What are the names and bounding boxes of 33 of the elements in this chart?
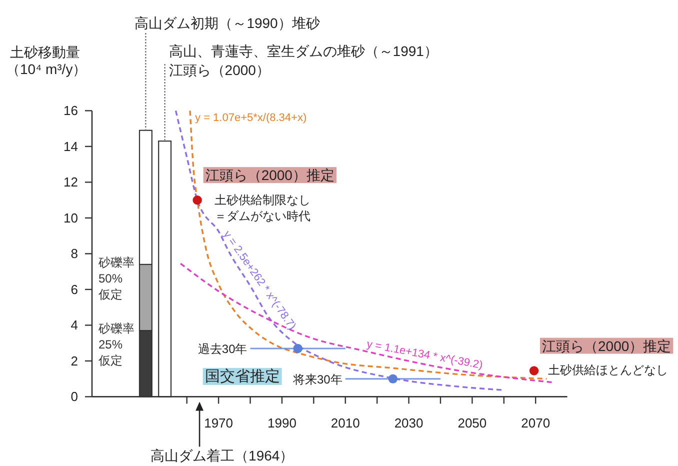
x-tick-label: 1990 [268, 416, 296, 431]
series-label: y = 1.07e+5*x/(8.34+x) [195, 112, 307, 124]
x-tick-label: 2030 [394, 416, 424, 431]
text: y = 1.1e+134 * x^(-39.2) [366, 338, 484, 372]
text: 高山、青蓮寺、室生ダムの堆砂（～1991） [168, 43, 438, 59]
y-tick-label: 2 [70, 353, 78, 368]
y-tick-label: 0 [70, 389, 78, 404]
y-tick-label: 8 [70, 246, 78, 262]
point [192, 195, 202, 205]
text: 江頭ら（2000） [168, 62, 270, 78]
x-tick-label: 2050 [458, 416, 487, 431]
text: 高山ダム初期（～1990）堆砂 [134, 15, 320, 31]
point [529, 366, 539, 376]
series-label: 砂礫率 50% 仮定 [98, 255, 134, 302]
x-tick-label: 2070 [521, 416, 550, 431]
y-tick-label: 10 [64, 210, 78, 226]
y-axis-title: 土砂移動量（10⁴ m³/y） [6, 44, 87, 77]
annotation: ＝ダムがない時代 [214, 209, 310, 224]
y-tick-label: 6 [70, 282, 78, 297]
x-tick-label: 2010 [330, 416, 360, 431]
y-tick-label: 14 [64, 138, 78, 154]
annotation: 土砂供給ほとんどなし [548, 362, 668, 377]
x-tick-label: 1970 [204, 416, 234, 431]
annotation: 過去30年 [198, 342, 248, 356]
y-tick-label: 12 [64, 174, 78, 190]
y-tick-label: 4 [70, 318, 78, 333]
series-label: 砂礫率 25% 仮定 [98, 322, 134, 368]
annotation: 土砂供給制限なし [214, 193, 310, 208]
y-tick-label: 16 [64, 103, 78, 118]
point [293, 344, 302, 354]
point [388, 374, 398, 384]
ref-line-label: 高山ダム着工（1964） [150, 448, 294, 464]
annotation: 将来30年 [292, 372, 342, 386]
